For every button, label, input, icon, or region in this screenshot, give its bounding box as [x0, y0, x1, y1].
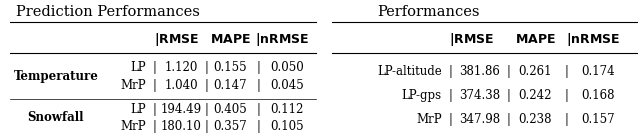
Text: 0.357: 0.357 [213, 120, 247, 133]
Text: 0.174: 0.174 [581, 65, 614, 78]
Text: 0.238: 0.238 [518, 113, 552, 126]
Text: 0.147: 0.147 [213, 79, 247, 92]
Text: LP-altitude: LP-altitude [377, 65, 442, 78]
Text: $\mathbf{MAPE}$: $\mathbf{MAPE}$ [210, 33, 251, 47]
Text: LP: LP [131, 103, 146, 116]
Text: 0.261: 0.261 [518, 65, 552, 78]
Text: 0.242: 0.242 [518, 89, 552, 102]
Text: 180.10: 180.10 [161, 120, 202, 133]
Text: |: | [257, 120, 260, 133]
Text: 1.120: 1.120 [164, 61, 198, 74]
Text: 0.155: 0.155 [213, 61, 247, 74]
Text: |: | [507, 113, 511, 126]
Text: |: | [257, 79, 260, 92]
Text: |: | [507, 89, 511, 102]
Text: 0.157: 0.157 [581, 113, 614, 126]
Text: |: | [153, 79, 157, 92]
Text: |: | [205, 120, 209, 133]
Text: |: | [205, 61, 209, 74]
Text: |: | [153, 61, 157, 74]
Text: |: | [257, 103, 260, 116]
Text: Performances: Performances [378, 5, 480, 19]
Text: MrP: MrP [120, 79, 146, 92]
Text: 374.38: 374.38 [460, 89, 500, 102]
Text: 0.105: 0.105 [270, 120, 303, 133]
Text: 0.112: 0.112 [270, 103, 303, 116]
Text: |: | [564, 65, 568, 78]
Text: 194.49: 194.49 [161, 103, 202, 116]
Text: $\mathbf{|RMSE}$: $\mathbf{|RMSE}$ [449, 31, 495, 48]
Text: Temperature: Temperature [13, 70, 99, 83]
Text: LP-gps: LP-gps [402, 89, 442, 102]
Text: |: | [449, 65, 452, 78]
Text: $\mathbf{MAPE}$: $\mathbf{MAPE}$ [515, 33, 556, 47]
Text: Prediction Performances: Prediction Performances [16, 5, 200, 19]
Text: $\mathbf{|RMSE}$: $\mathbf{|RMSE}$ [154, 31, 199, 48]
Text: Snowfall: Snowfall [28, 111, 84, 124]
Text: |: | [153, 103, 157, 116]
Text: |: | [564, 89, 568, 102]
Text: |: | [205, 79, 209, 92]
Text: |: | [449, 113, 452, 126]
Text: MrP: MrP [416, 113, 442, 126]
Text: 381.86: 381.86 [460, 65, 500, 78]
Text: 0.405: 0.405 [213, 103, 247, 116]
Text: MrP: MrP [120, 120, 146, 133]
Text: $\mathbf{|nRMSE}$: $\mathbf{|nRMSE}$ [566, 31, 620, 48]
Text: 0.168: 0.168 [581, 89, 614, 102]
Text: |: | [449, 89, 452, 102]
Text: 347.98: 347.98 [460, 113, 500, 126]
Text: $\mathbf{|nRMSE}$: $\mathbf{|nRMSE}$ [255, 31, 308, 48]
Text: |: | [153, 120, 157, 133]
Text: 1.040: 1.040 [164, 79, 198, 92]
Text: LP: LP [131, 61, 146, 74]
Text: |: | [564, 113, 568, 126]
Text: |: | [507, 65, 511, 78]
Text: 0.045: 0.045 [270, 79, 303, 92]
Text: |: | [257, 61, 260, 74]
Text: 0.050: 0.050 [270, 61, 303, 74]
Text: |: | [205, 103, 209, 116]
